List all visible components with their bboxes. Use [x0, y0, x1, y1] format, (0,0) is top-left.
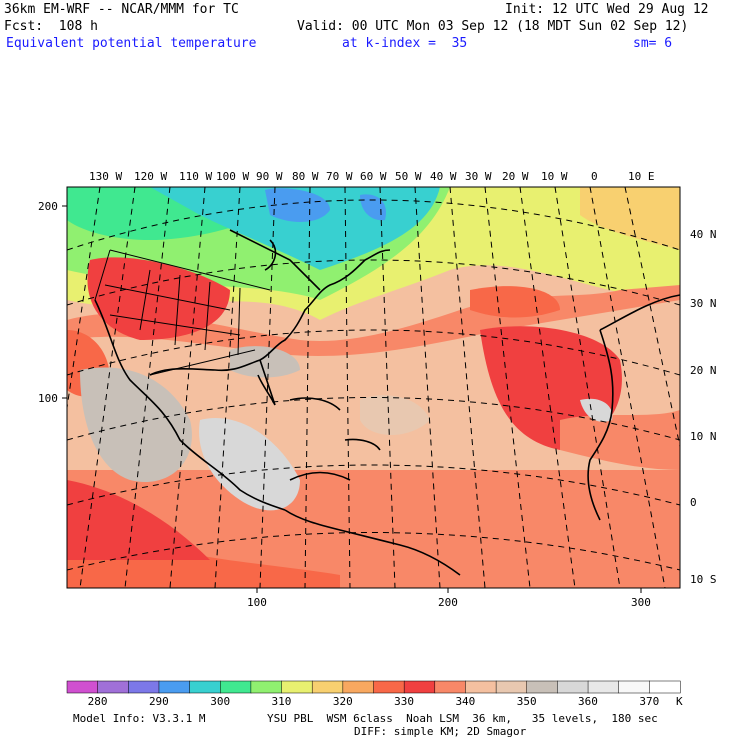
colorbar-swatch [434, 680, 466, 694]
colorbar-tick-label: 290 [149, 695, 169, 708]
colorbar-swatch [342, 680, 375, 694]
colorbar-swatch [587, 680, 620, 694]
smoothing-label: sm= 6 [633, 36, 673, 51]
lon-label: 50 W [395, 170, 422, 183]
colorbar-tick-label: 370 [639, 695, 659, 708]
lon-label: 110 W [179, 170, 212, 183]
grid-label-bottom: 100 [247, 596, 267, 609]
colorbar-swatch [557, 680, 589, 694]
lon-label: 120 W [134, 170, 167, 183]
map-frame [66, 186, 681, 589]
lon-label: 20 W [502, 170, 529, 183]
lat-label: 10 S [690, 573, 717, 586]
colorbar-swatch [250, 680, 283, 694]
lon-label: 70 W [326, 170, 353, 183]
frame-ticks [62, 205, 642, 593]
grid-label-bottom: 200 [438, 596, 458, 609]
colorbar-swatch [465, 680, 497, 694]
model-title: 36km EM-WRF -- NCAR/MMM for TC [4, 2, 239, 17]
colorbar-swatch [618, 680, 650, 694]
lat-label: 20 N [690, 364, 717, 377]
colorbar [66, 680, 681, 694]
colorbar-swatch [220, 680, 252, 694]
colorbar-tick-label: 340 [455, 695, 475, 708]
colorbar-tick-label: 330 [394, 695, 414, 708]
lon-label: 10 W [541, 170, 568, 183]
colorbar-swatch [495, 680, 528, 694]
valid-time: Valid: 00 UTC Mon 03 Sep 12 (18 MDT Sun … [297, 19, 689, 34]
grid-label-left: 200 [38, 200, 58, 213]
grid-label-left: 100 [38, 392, 58, 405]
colorbar-swatch [158, 680, 191, 694]
colorbar-swatch [649, 680, 681, 694]
lon-label: 10 E [628, 170, 655, 183]
colorbar-tick-label: 310 [272, 695, 292, 708]
init-time: Init: 12 UTC Wed 29 Aug 12 [505, 2, 709, 17]
diffusion-info: DIFF: simple KM; 2D Smagor [354, 725, 527, 738]
grid-labels: 200 100 100 200 300 [38, 200, 651, 609]
colorbar-swatch [66, 680, 99, 694]
colorbar-swatch [526, 680, 558, 694]
colorbar-swatch [97, 680, 129, 694]
lon-label: 60 W [360, 170, 387, 183]
colorbar-tick-label: 300 [210, 695, 230, 708]
colorbar-unit: K [676, 695, 683, 708]
colorbar-tick-label: 350 [517, 695, 537, 708]
colorbar-labels: 280 290 300 310 320 330 340 350 360 370 [88, 695, 660, 708]
field-name: Equivalent potential temperature [6, 36, 257, 51]
coastlines [94, 229, 680, 576]
latitude-labels: 40 N 30 N 20 N 10 N 0 10 S [690, 228, 717, 586]
colorbar-swatch [189, 680, 221, 694]
lon-label: 90 W [256, 170, 283, 183]
lat-label: 10 N [690, 430, 717, 443]
colorbar-swatch [311, 680, 344, 694]
lon-label: 0 [591, 170, 598, 183]
forecast-hour: Fcst: 108 h [4, 19, 98, 34]
lat-label: 0 [690, 496, 697, 509]
colorbar-tick-label: 360 [578, 695, 598, 708]
borders [94, 249, 271, 376]
colorbar-swatch [373, 680, 405, 694]
lon-label: 80 W [292, 170, 319, 183]
ept-field [67, 187, 680, 588]
physics-info: YSU PBL WSM 6class Noah LSM 36 km, 35 le… [267, 712, 658, 725]
colorbar-swatch [128, 680, 160, 694]
lon-label: 130 W [89, 170, 122, 183]
colorbar-swatch [281, 680, 313, 694]
colorbar-swatch [403, 680, 436, 694]
level-label: at k-index = 35 [342, 36, 468, 51]
lon-label: 100 W [216, 170, 249, 183]
lat-label: 30 N [690, 297, 717, 310]
lon-label: 30 W [465, 170, 492, 183]
colorbar-tick-label: 280 [88, 695, 108, 708]
model-info: Model Info: V3.3.1 M [73, 712, 206, 725]
colorbar-tick-label: 320 [333, 695, 353, 708]
lat-label: 40 N [690, 228, 717, 241]
lon-label: 40 W [430, 170, 457, 183]
longitude-labels: 130 W 120 W 110 W 100 W 90 W 80 W 70 W 6… [89, 170, 655, 183]
grid-label-bottom: 300 [631, 596, 651, 609]
